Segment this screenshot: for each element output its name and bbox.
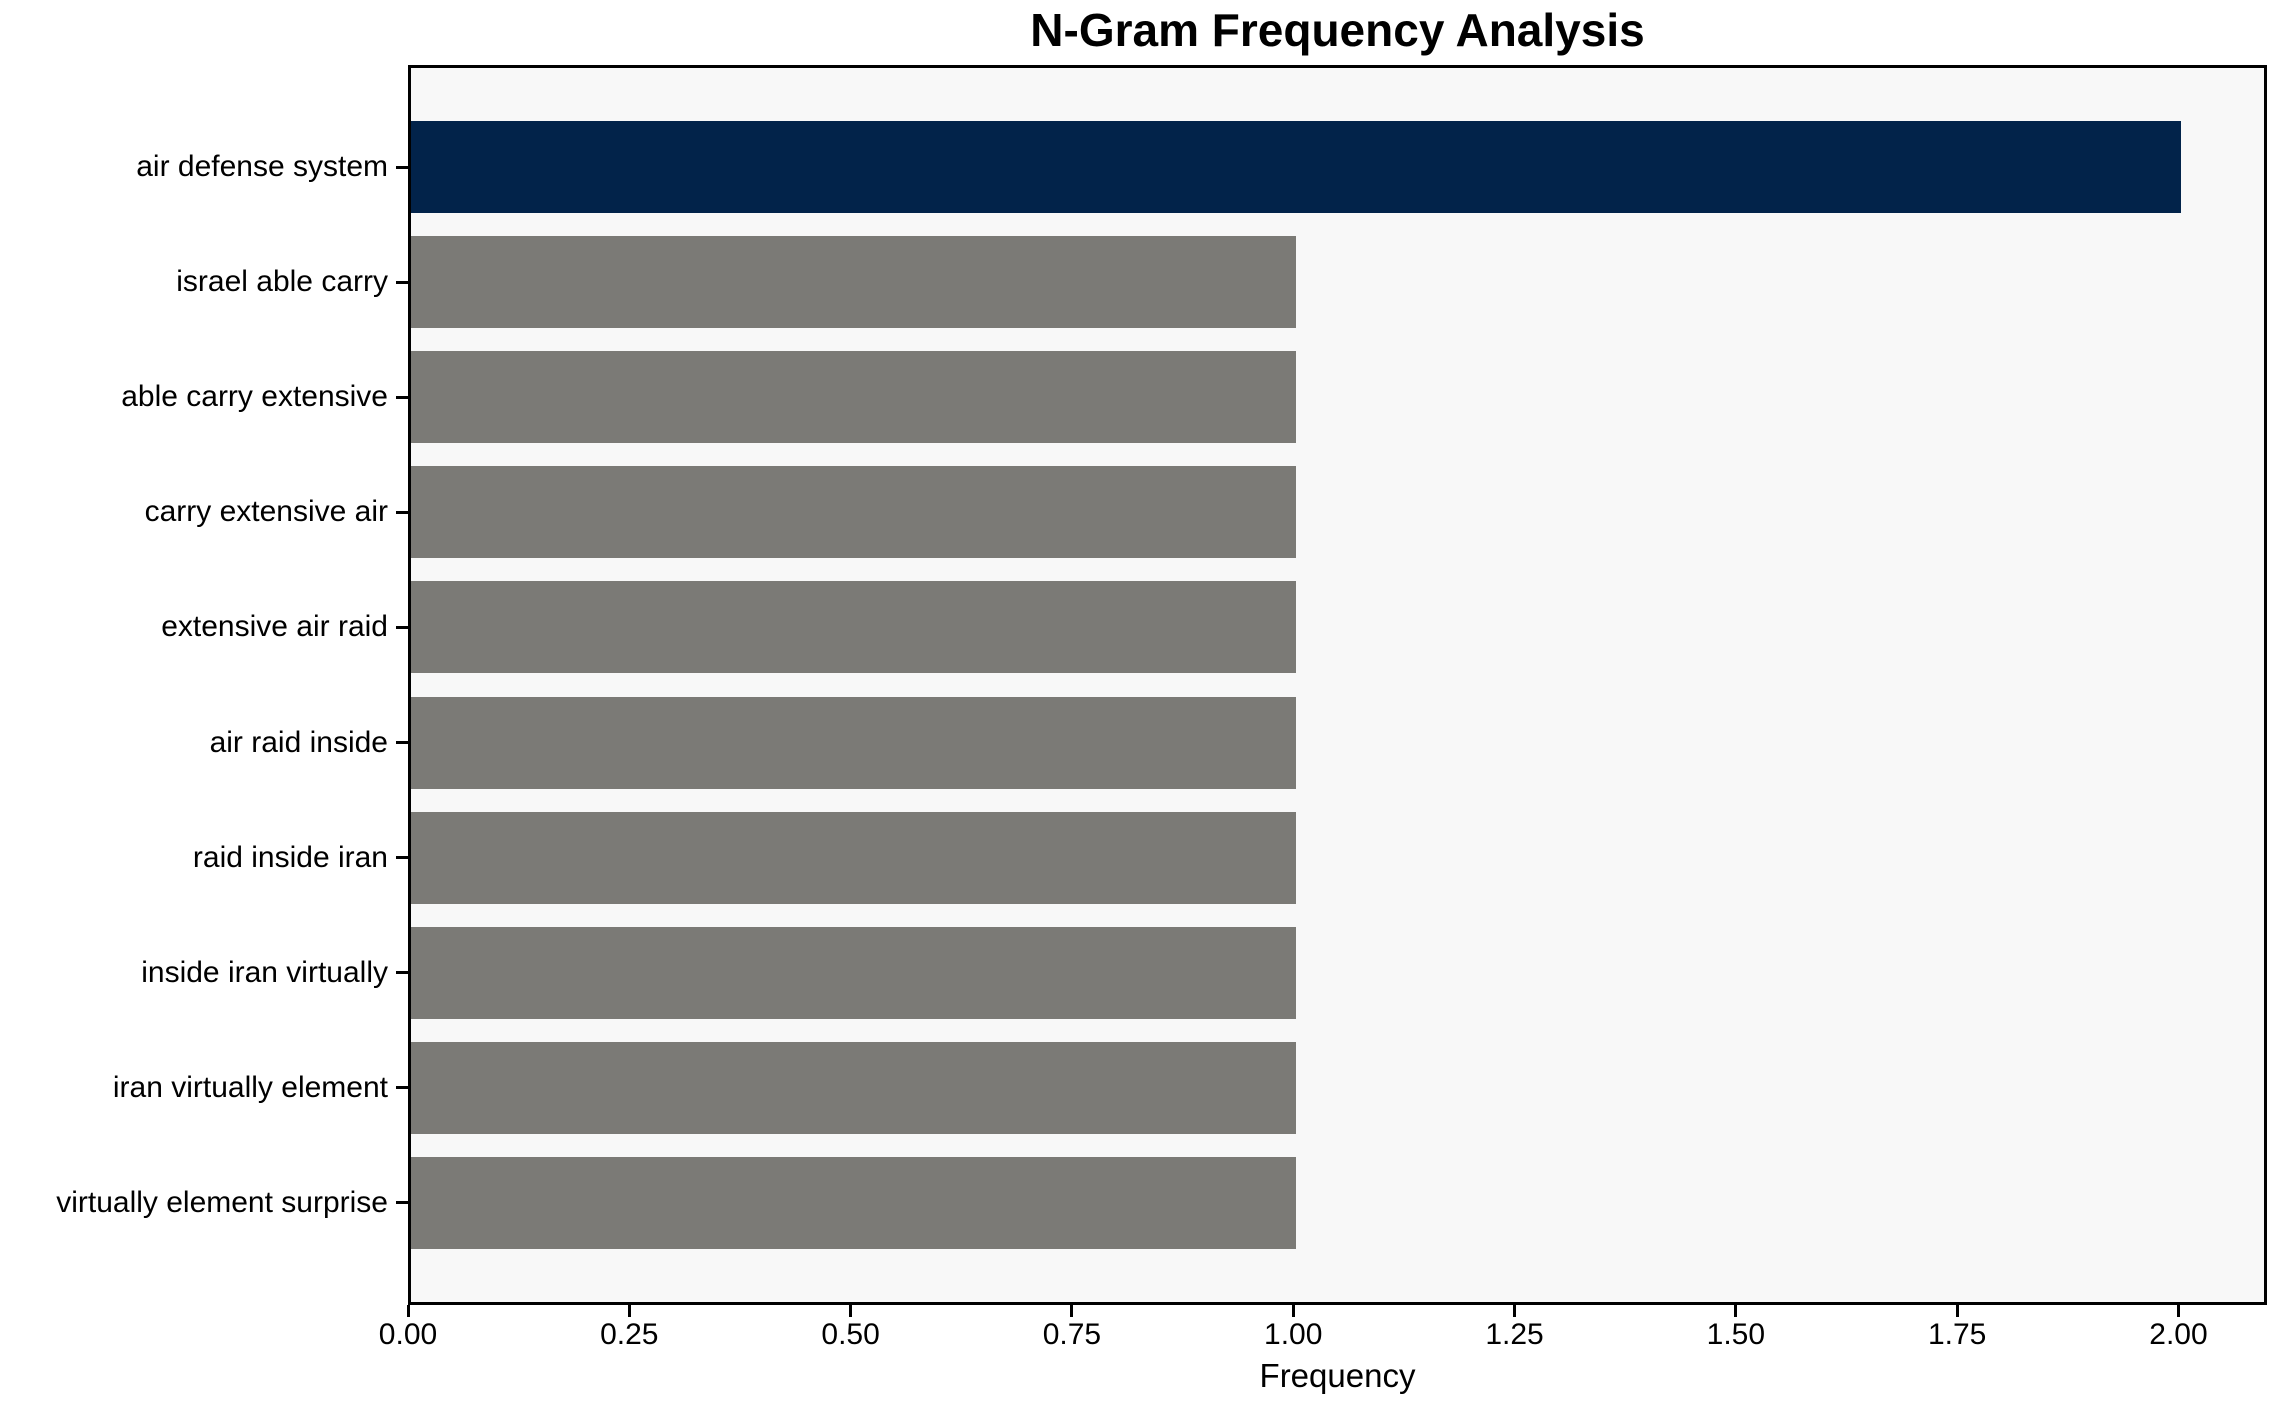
x-tick-label: 0.00 <box>378 1318 438 1351</box>
y-tick-mark <box>396 625 408 629</box>
y-tick-mark <box>396 280 408 284</box>
bar-5 <box>411 581 1297 674</box>
x-tick-mark <box>406 1305 410 1317</box>
x-tick-mark <box>1070 1305 1074 1317</box>
bar-10 <box>411 1156 1297 1249</box>
x-tick-label: 0.25 <box>600 1318 659 1351</box>
y-tick-mark <box>396 971 408 975</box>
x-tick-label: 1.75 <box>1927 1318 1987 1351</box>
y-tick-label: israel able carry <box>176 265 388 299</box>
x-tick-mark <box>1513 1305 1517 1317</box>
bar-7 <box>411 811 1297 904</box>
y-tick-label: carry extensive air <box>144 495 388 529</box>
plot-area <box>408 65 2267 1305</box>
y-tick-mark <box>396 741 408 744</box>
y-tick-mark <box>396 510 408 514</box>
bar-8 <box>411 926 1297 1019</box>
y-tick-mark <box>396 395 408 399</box>
y-tick-label: air raid inside <box>209 725 388 759</box>
y-tick-label: able carry extensive <box>121 380 388 414</box>
x-tick-mark <box>849 1305 853 1317</box>
y-tick-label: virtually element surprise <box>56 1185 388 1219</box>
bar-9 <box>411 1041 1297 1134</box>
x-tick-mark <box>1291 1305 1295 1317</box>
x-tick-mark <box>1955 1305 1959 1317</box>
y-tick-label: inside iran virtually <box>141 955 388 989</box>
x-tick-label: 0.75 <box>1042 1318 1102 1351</box>
x-tick-label: 1.00 <box>1264 1318 1323 1351</box>
x-axis-label: Frequency <box>1259 1357 1416 1394</box>
bar-1 <box>411 121 2182 214</box>
x-tick-mark <box>2176 1305 2180 1317</box>
y-tick-label: air defense system <box>136 150 388 184</box>
bar-6 <box>411 696 1297 789</box>
x-tick-mark <box>1734 1305 1738 1317</box>
y-tick-mark <box>396 856 408 860</box>
y-tick-mark <box>396 1086 408 1090</box>
x-tick-label: 0.50 <box>821 1318 880 1351</box>
bar-3 <box>411 351 1297 444</box>
y-tick-label: extensive air raid <box>161 610 388 644</box>
chart-title: N-Gram Frequency Analysis <box>1030 4 1645 56</box>
y-tick-mark <box>396 1201 408 1205</box>
x-tick-label: 1.25 <box>1485 1318 1544 1351</box>
y-tick-mark <box>396 165 408 169</box>
bar-4 <box>411 466 1297 559</box>
y-tick-label: raid inside iran <box>192 840 388 874</box>
bar-2 <box>411 236 1297 329</box>
x-tick-label: 1.50 <box>1706 1318 1766 1351</box>
x-tick-mark <box>627 1305 631 1317</box>
y-tick-label: iran virtually element <box>112 1070 388 1104</box>
x-tick-label: 2.00 <box>2149 1318 2208 1351</box>
